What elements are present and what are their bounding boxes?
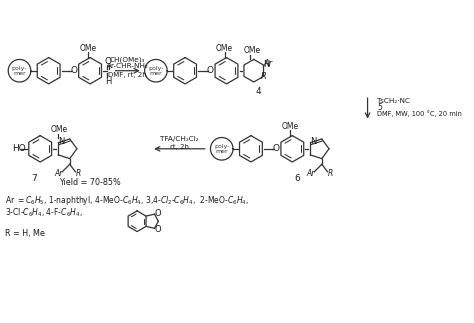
Text: O: O <box>71 66 78 75</box>
Text: CH(OMe)₃: CH(OMe)₃ <box>110 56 146 63</box>
Text: 6: 6 <box>294 174 300 183</box>
Text: OMe: OMe <box>243 47 260 56</box>
Text: TsCH₂·NC: TsCH₂·NC <box>377 98 410 104</box>
Text: R: R <box>261 72 267 81</box>
Text: O: O <box>155 209 162 218</box>
Text: O: O <box>104 57 111 66</box>
Text: 4: 4 <box>255 87 261 96</box>
Text: H: H <box>105 77 111 86</box>
Text: mer: mer <box>13 71 26 76</box>
Text: O: O <box>273 144 280 153</box>
Text: R: R <box>328 169 333 178</box>
Text: N: N <box>58 137 64 146</box>
Text: OMe: OMe <box>216 44 233 53</box>
Text: O: O <box>155 225 162 234</box>
Text: N: N <box>310 137 316 146</box>
Text: Ar-CHR-NH₂: Ar-CHR-NH₂ <box>107 63 149 69</box>
Text: TFA/CH₂Cl₂: TFA/CH₂Cl₂ <box>160 136 199 142</box>
Text: poly-: poly- <box>214 144 229 149</box>
Text: mer: mer <box>216 149 228 154</box>
Text: N: N <box>263 60 270 68</box>
Text: O: O <box>207 66 214 75</box>
Text: R = H, Me: R = H, Me <box>5 229 46 238</box>
Text: OMe: OMe <box>50 126 68 134</box>
Text: 7: 7 <box>31 174 36 183</box>
Text: Ar: Ar <box>306 169 315 178</box>
Text: mer: mer <box>150 71 162 76</box>
Text: HO: HO <box>12 144 26 153</box>
Text: OMe: OMe <box>282 122 299 131</box>
Text: Ar $=C_6H_5$, 1-naphthyl, 4-MeO-$C_6H_4$, 3,4-$Cl_2$-$C_6H_4$,  2-MeO-$C_6H_4$,: Ar $=C_6H_5$, 1-naphthyl, 4-MeO-$C_6H_4$… <box>5 194 249 207</box>
Text: DMF, MW, 100 °C, 20 min: DMF, MW, 100 °C, 20 min <box>377 111 462 117</box>
Text: Yield = 70-85%: Yield = 70-85% <box>59 178 121 187</box>
Text: poly-: poly- <box>12 66 27 71</box>
Text: 5: 5 <box>377 103 382 112</box>
Text: 3-Cl-$C_6H_4$, 4-F-$C_6H_4$,: 3-Cl-$C_6H_4$, 4-F-$C_6H_4$, <box>5 206 83 219</box>
Text: OMe: OMe <box>80 44 97 53</box>
Text: rt, 2h: rt, 2h <box>170 144 189 150</box>
Text: DMF, rt, 2h: DMF, rt, 2h <box>109 72 147 78</box>
Text: R: R <box>75 169 81 178</box>
Text: Ar: Ar <box>263 59 273 68</box>
Text: Ar: Ar <box>54 169 63 178</box>
Text: poly-: poly- <box>148 66 164 71</box>
